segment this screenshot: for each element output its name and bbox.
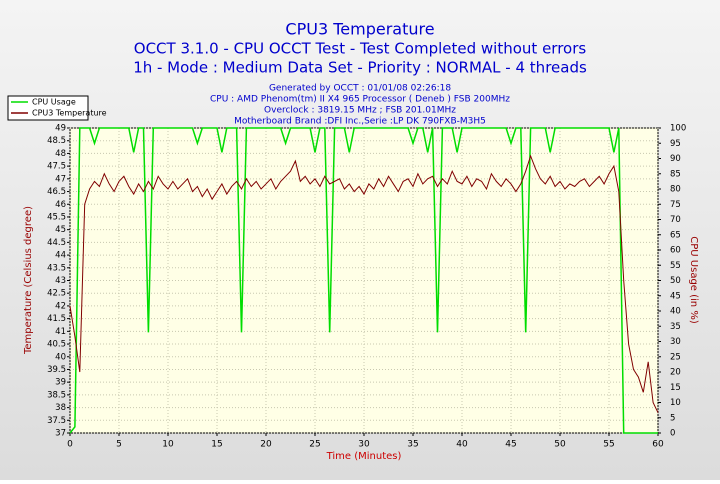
subtitle: OCCT 3.1.0 - CPU OCCT Test - Test Comple…: [134, 40, 587, 58]
y2-tick-label: 95: [670, 139, 681, 149]
y-tick-label: 46.5: [47, 187, 66, 197]
x-tick-label: 15: [211, 440, 222, 450]
y-tick-label: 43.5: [47, 263, 66, 273]
y2-tick-label: 0: [670, 429, 675, 439]
y-tick-label: 46: [55, 200, 66, 210]
x-tick-label: 45: [505, 440, 516, 450]
y-tick-label: 48.5: [47, 136, 66, 146]
y-tick-label: 43: [55, 276, 66, 286]
y-tick-label: 37.5: [47, 416, 66, 426]
y-tick-label: 42: [55, 301, 66, 311]
y-tick-label: 38.5: [47, 390, 66, 400]
subtitle: 1h - Mode : Medium Data Set - Priority :…: [133, 59, 587, 77]
y-tick-label: 47: [55, 174, 66, 184]
y2-tick-label: 10: [670, 398, 681, 408]
y-tick-label: 45: [55, 225, 66, 235]
y2-tick-label: 25: [670, 352, 681, 362]
y-tick-label: 45.5: [47, 212, 66, 222]
x-tick-label: 20: [260, 440, 272, 450]
y-tick-label: 38: [55, 403, 66, 413]
info-line: Generated by OCCT : 01/01/08 02:26:18: [269, 84, 451, 94]
y2-tick-label: 80: [670, 185, 681, 195]
y-axis-label: Temperature (Celsius degree): [23, 206, 34, 355]
y2-tick-label: 35: [670, 322, 681, 332]
y-tick-label: 39: [55, 378, 66, 388]
info-line: CPU : AMD Phenom(tm) II X4 965 Processor…: [210, 95, 510, 105]
y2-tick-label: 40: [670, 307, 681, 317]
y-tick-label: 48: [55, 149, 66, 159]
x-axis-label: Time (Minutes): [326, 451, 402, 462]
y-tick-label: 41.5: [47, 314, 66, 324]
info-line: Motherboard Brand :DFI Inc.,Serie :LP DK…: [234, 117, 486, 127]
y-tick-label: 37: [55, 429, 66, 439]
y2-axis-label: CPU Usage (in %): [688, 236, 699, 324]
y2-tick-label: 85: [670, 169, 681, 179]
x-tick-label: 50: [554, 440, 566, 450]
y2-tick-label: 75: [670, 200, 681, 210]
y2-tick-label: 45: [670, 291, 681, 301]
y-tick-label: 49: [55, 124, 66, 134]
legend-label: CPU3 Temperature: [32, 109, 107, 118]
y2-tick-label: 65: [670, 230, 681, 240]
x-tick-label: 60: [652, 440, 664, 450]
y2-tick-label: 55: [670, 261, 681, 271]
y-tick-label: 44: [55, 251, 66, 261]
y2-tick-label: 15: [670, 383, 681, 393]
y-tick-label: 42.5: [47, 289, 66, 299]
y-tick-label: 40: [55, 352, 66, 362]
x-tick-label: 30: [358, 440, 370, 450]
y-tick-label: 40.5: [47, 340, 66, 350]
y2-tick-label: 70: [670, 215, 681, 225]
x-tick-label: 40: [456, 440, 468, 450]
y-tick-label: 39.5: [47, 365, 66, 375]
y2-tick-label: 5: [670, 413, 675, 423]
legend-box: [7, 95, 89, 121]
y2-tick-label: 90: [670, 154, 681, 164]
y2-tick-label: 100: [670, 124, 686, 134]
y2-tick-label: 60: [670, 246, 681, 256]
legend-label: CPU Usage: [32, 98, 76, 107]
y2-tick-label: 50: [670, 276, 681, 286]
series-line: [69, 154, 659, 413]
series-line: [69, 127, 658, 434]
x-tick-label: 5: [116, 440, 122, 450]
x-tick-label: 35: [407, 440, 418, 450]
y2-tick-label: 20: [670, 368, 681, 378]
y-tick-label: 44.5: [47, 238, 66, 248]
y-tick-label: 47.5: [47, 162, 66, 172]
chart-title: CPU3 Temperature: [285, 20, 434, 39]
y-tick-label: 41: [55, 327, 66, 337]
x-tick-label: 55: [603, 440, 614, 450]
y2-tick-label: 30: [670, 337, 681, 347]
x-tick-label: 25: [309, 440, 320, 450]
info-line: Overclock : 3819.15 MHz ; FSB 201.01MHz: [264, 106, 456, 116]
x-tick-label: 10: [162, 440, 174, 450]
x-tick-label: 0: [67, 440, 73, 450]
